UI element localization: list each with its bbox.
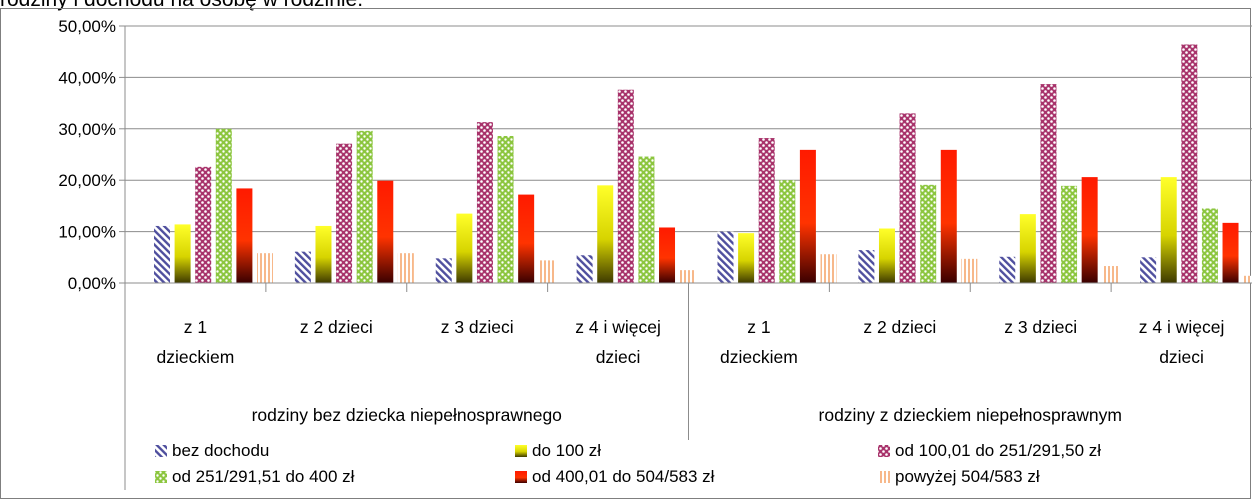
bar	[1181, 44, 1198, 284]
y-tick-label: 20,00%	[58, 171, 116, 190]
bar	[638, 156, 655, 283]
bar	[899, 113, 916, 283]
bar	[1140, 257, 1157, 283]
y-tick-label: 0,00%	[68, 274, 116, 293]
bar	[154, 225, 170, 283]
y-tick-label: 30,00%	[58, 120, 116, 139]
bar	[518, 194, 535, 283]
bar	[779, 180, 796, 283]
bar	[456, 213, 473, 283]
bar	[820, 254, 837, 283]
bar	[679, 270, 696, 283]
bar	[397, 253, 414, 283]
bar	[195, 166, 212, 283]
legend-swatch	[878, 445, 890, 457]
bar	[738, 233, 755, 283]
legend-label: od 251/291,51 do 400 zł	[172, 467, 355, 486]
category-label: z 1	[184, 317, 207, 337]
legend-label: do 100 zł	[532, 441, 601, 460]
chart-title-fragment: rodziny i dochodu na osobę w rodzinie.	[0, 0, 363, 12]
bar	[1102, 266, 1119, 283]
bar	[257, 253, 273, 283]
bar	[940, 149, 957, 283]
bar	[1061, 185, 1078, 283]
bar	[356, 130, 373, 283]
bar	[236, 188, 253, 283]
category-label: z 3 dzieci	[441, 317, 514, 337]
legend-swatch	[155, 471, 167, 483]
y-tick-label: 50,00%	[58, 17, 116, 36]
legend-swatch	[155, 445, 167, 457]
bar	[215, 128, 232, 283]
category-label: z 3 dzieci	[1004, 317, 1077, 337]
bar	[1222, 222, 1239, 283]
category-label: dzieckiem	[157, 347, 235, 367]
group-label: rodziny bez dziecka niepełnosprawnego	[252, 405, 562, 425]
category-label: z 2 dzieci	[863, 317, 936, 337]
legend-label: od 400,01 do 504/583 zł	[532, 467, 715, 486]
bar	[999, 256, 1016, 283]
bars	[154, 44, 1252, 284]
bar	[377, 180, 394, 283]
category-label: z 2 dzieci	[300, 317, 373, 337]
bar	[294, 251, 311, 283]
bar	[717, 231, 734, 283]
bar	[1019, 214, 1036, 283]
category-label: dzieckiem	[720, 347, 798, 367]
legend-label: bez dochodu	[172, 441, 269, 460]
axes	[124, 26, 1252, 490]
bar	[758, 138, 775, 283]
bar	[617, 89, 634, 284]
category-labels: z 1 dzieckiem z 2 dzieci z 3 dzieci z 4 i wi…	[157, 317, 1225, 425]
bar	[659, 227, 676, 283]
category-label: dzieci	[1159, 347, 1204, 367]
y-tick-label: 10,00%	[58, 223, 116, 242]
bar	[315, 225, 332, 283]
category-label: z 1	[747, 317, 770, 337]
bar	[1160, 177, 1177, 283]
bar	[858, 250, 875, 283]
bar	[878, 228, 895, 283]
bar	[920, 184, 937, 283]
chart-frame	[0, 8, 1251, 499]
bar	[538, 260, 555, 283]
legend-swatch	[515, 445, 527, 457]
y-tick-label: 40,00%	[58, 68, 116, 87]
legend-label: powyżej 504/583 zł	[895, 467, 1040, 486]
bar	[476, 122, 493, 283]
category-label: dzieci	[596, 347, 641, 367]
legend-label: od 100,01 do 251/291,50 zł	[895, 441, 1101, 460]
y-axis-tick-labels: 0,00% 10,00% 20,00% 30,00% 40,00% 50,00%	[58, 17, 116, 293]
bar	[576, 255, 593, 283]
bar	[799, 149, 816, 283]
bar	[961, 258, 978, 283]
legend-swatch	[878, 471, 890, 483]
bar	[1201, 208, 1218, 283]
gridlines	[119, 25, 1252, 284]
bar	[497, 135, 514, 283]
group-label: rodziny z dzieckiem niepełnosprawnym	[819, 405, 1122, 425]
category-label: z 4 i więcej	[575, 317, 661, 337]
bar	[1243, 275, 1252, 283]
bar	[1040, 84, 1057, 283]
bar	[1081, 177, 1098, 283]
legend: bez dochodu do 100 zł od 100,01 do 251/291…	[155, 441, 1101, 486]
legend-swatch	[515, 471, 527, 483]
bar	[435, 258, 452, 283]
bar	[174, 224, 191, 283]
category-label: z 4 i więcej	[1139, 317, 1225, 337]
bar	[597, 185, 614, 283]
bar	[336, 143, 353, 283]
